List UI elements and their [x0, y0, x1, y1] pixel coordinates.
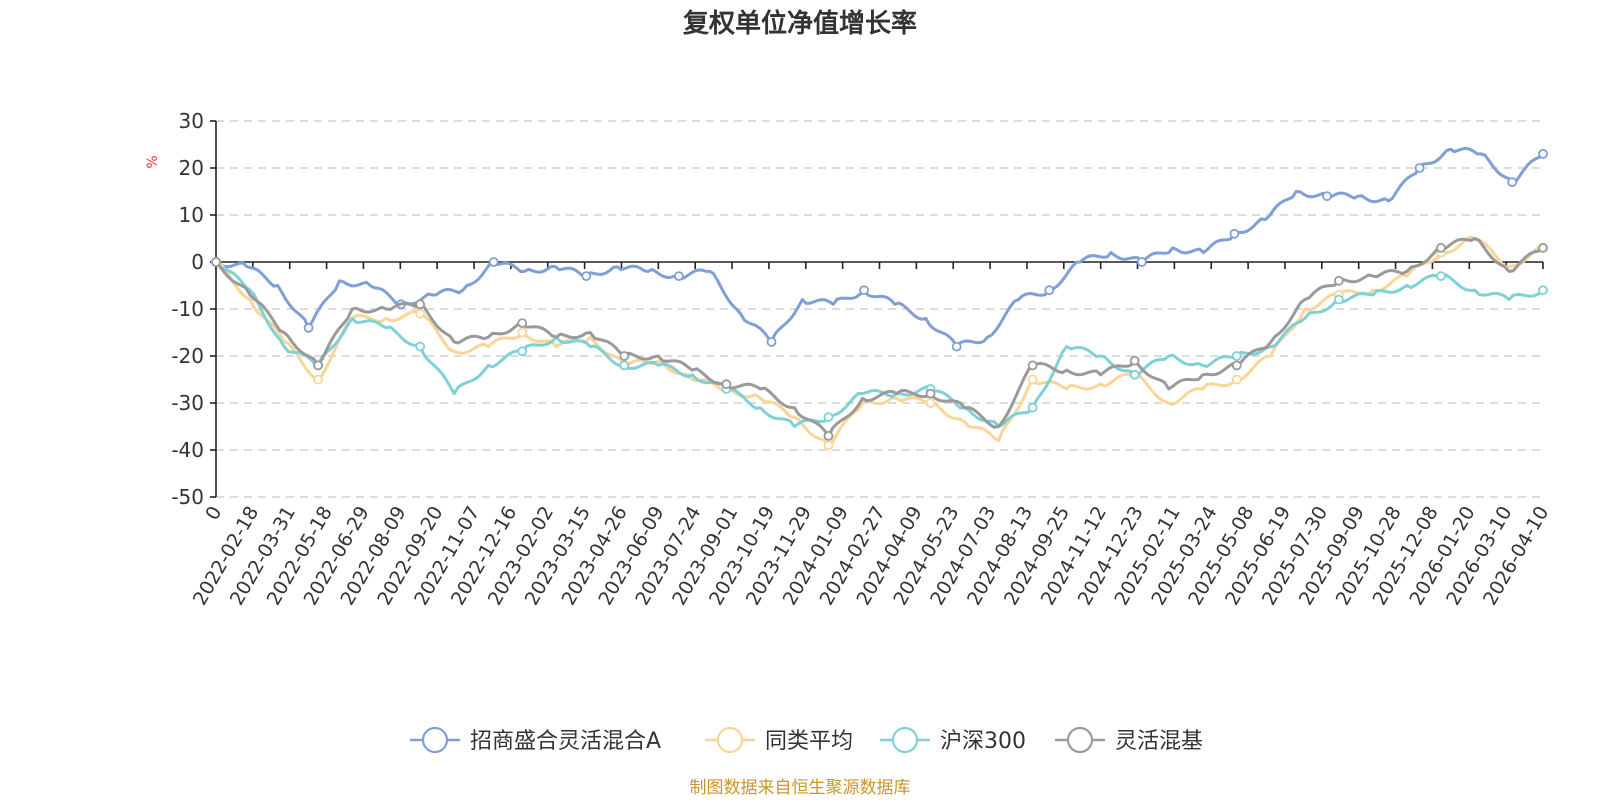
grid-layer	[216, 120, 1543, 498]
series-point	[1538, 242, 1548, 253]
series-point	[925, 388, 936, 399]
series-point	[1231, 374, 1242, 385]
chart-title: 复权单位净值增长率	[683, 8, 917, 39]
legend-label[interactable]: 同类平均	[765, 729, 853, 754]
series-point	[925, 398, 936, 408]
series-point	[823, 430, 834, 441]
series-point	[211, 257, 221, 267]
series-point	[581, 271, 592, 282]
series-point	[1538, 285, 1548, 296]
series-point	[823, 412, 834, 423]
series-line	[214, 237, 1544, 438]
series-point	[1231, 351, 1242, 361]
series-point	[1507, 177, 1518, 188]
series-point	[303, 322, 314, 333]
series-point	[1333, 275, 1344, 286]
series-point	[1129, 355, 1140, 366]
legend-marker	[716, 726, 744, 754]
series-point	[674, 271, 684, 282]
series-point	[1027, 402, 1038, 413]
y-tick-label: -40	[171, 438, 204, 462]
series-point	[517, 318, 528, 329]
series-point	[415, 299, 426, 310]
series-point	[415, 341, 426, 352]
source-note: 制图数据来自恒生聚源数据库	[690, 778, 911, 798]
x-tick-label: 0	[201, 503, 226, 524]
series-point	[823, 440, 834, 451]
y-tick-label: -10	[171, 297, 204, 321]
y-axis-unit: %	[145, 155, 161, 168]
series-point	[1322, 191, 1332, 202]
series-point	[766, 336, 777, 347]
series-point	[859, 285, 869, 296]
series-point	[1229, 228, 1240, 239]
y-tick-label: -50	[171, 485, 204, 509]
series-point	[951, 341, 962, 352]
series-point	[1044, 285, 1055, 296]
series-point	[517, 346, 528, 357]
series-point	[415, 308, 426, 319]
y-tick-label: -20	[171, 344, 204, 368]
series-point	[1027, 374, 1038, 385]
series-layer	[211, 146, 1548, 451]
legend-label[interactable]: 沪深300	[940, 729, 1026, 754]
legend: 招商盛合灵活混合A 同类平均 沪深300 灵活混基	[410, 726, 1203, 754]
legend-label[interactable]: 灵活混基	[1115, 729, 1203, 754]
y-tick-label: 20	[179, 156, 204, 180]
series-point	[1027, 360, 1038, 371]
legend-label[interactable]: 招商盛合灵活混合A	[470, 729, 661, 754]
series-point	[619, 360, 630, 371]
axis-layer: 3020100-10-20-30-40-5002022-02-182022-03…	[171, 109, 1553, 609]
legend-marker	[421, 726, 449, 754]
series-point	[1136, 257, 1147, 267]
series-point	[721, 379, 732, 390]
y-tick-label: 0	[191, 250, 204, 274]
series-line	[214, 261, 1544, 428]
series-point	[1414, 163, 1425, 173]
y-tick-label: -30	[171, 391, 204, 415]
series-point	[313, 374, 323, 385]
y-tick-label: 30	[179, 109, 204, 133]
series-line	[215, 146, 1545, 349]
series-line	[215, 235, 1544, 447]
series-point	[517, 327, 528, 338]
legend-marker	[891, 726, 919, 754]
y-tick-label: 10	[179, 203, 204, 227]
legend-marker	[1066, 726, 1094, 754]
series-point	[1436, 271, 1446, 282]
series-point	[1333, 294, 1344, 305]
series-point	[619, 351, 630, 361]
series-point	[488, 257, 499, 267]
series-point	[1129, 369, 1140, 380]
series-point	[1538, 148, 1548, 159]
series-point	[1436, 242, 1446, 253]
series-point	[313, 360, 323, 371]
series-point	[1231, 360, 1242, 371]
